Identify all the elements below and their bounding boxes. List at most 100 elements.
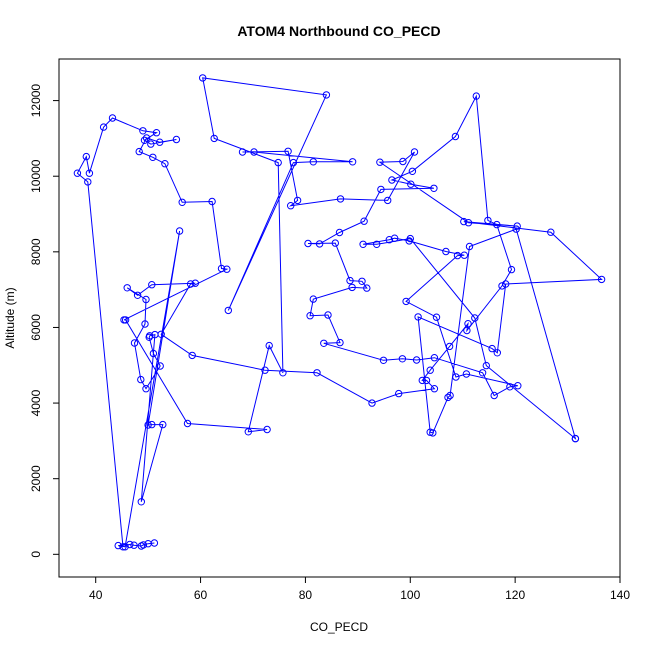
data-point bbox=[514, 382, 522, 390]
data-point bbox=[142, 385, 150, 393]
data-point bbox=[309, 158, 317, 166]
data-point bbox=[199, 74, 207, 82]
data-point bbox=[493, 349, 501, 357]
data-point bbox=[126, 540, 134, 549]
x-tick-label: 140 bbox=[610, 588, 630, 602]
data-point bbox=[451, 132, 460, 141]
x-tick-label: 100 bbox=[400, 588, 420, 602]
data-point bbox=[274, 158, 282, 167]
data-point bbox=[363, 284, 371, 292]
data-point bbox=[373, 240, 381, 249]
data-point bbox=[142, 295, 150, 304]
data-point bbox=[261, 366, 269, 374]
x-axis: 40 60 80 100 120 140 bbox=[89, 576, 630, 602]
data-point bbox=[359, 240, 367, 249]
data-point bbox=[331, 239, 339, 247]
data-point bbox=[471, 314, 479, 322]
data-point bbox=[482, 361, 490, 370]
data-point bbox=[183, 419, 192, 428]
data-point bbox=[142, 134, 151, 142]
data-point bbox=[385, 236, 393, 244]
data-point bbox=[442, 247, 450, 256]
y-tick-label: 10000 bbox=[29, 159, 43, 193]
data-point bbox=[238, 148, 247, 156]
data-point bbox=[123, 284, 131, 292]
data-point bbox=[597, 275, 606, 284]
data-point bbox=[139, 127, 147, 135]
data-point bbox=[388, 176, 396, 184]
data-point bbox=[320, 339, 328, 347]
data-point bbox=[464, 320, 472, 328]
y-tick-label: 2000 bbox=[29, 465, 43, 492]
data-point bbox=[422, 376, 431, 385]
data-point bbox=[402, 297, 410, 306]
data-point bbox=[426, 366, 434, 374]
data-point bbox=[315, 240, 324, 248]
data-point bbox=[137, 375, 145, 384]
x-tick-label: 80 bbox=[299, 588, 313, 602]
data-point bbox=[309, 295, 317, 303]
data-point bbox=[430, 184, 438, 193]
data-point bbox=[484, 216, 492, 225]
data-point bbox=[395, 389, 403, 398]
data-point bbox=[156, 362, 164, 370]
data-point bbox=[191, 279, 200, 287]
x-axis-label: CO_PECD bbox=[310, 620, 368, 634]
data-point bbox=[463, 326, 471, 335]
data-point bbox=[571, 434, 580, 443]
data-point bbox=[130, 541, 138, 549]
x-tick-label: 120 bbox=[505, 588, 525, 602]
data-point bbox=[151, 330, 159, 339]
data-point bbox=[130, 339, 139, 347]
data-point bbox=[348, 158, 357, 166]
data-point bbox=[405, 237, 413, 245]
data-point bbox=[322, 91, 331, 99]
data-point bbox=[148, 420, 156, 429]
data-point bbox=[224, 306, 233, 315]
y-tick-label: 4000 bbox=[29, 389, 43, 416]
data-point bbox=[159, 420, 167, 429]
data-point bbox=[146, 332, 154, 340]
data-point bbox=[114, 541, 122, 550]
y-tick-label: 8000 bbox=[29, 238, 43, 265]
data-point bbox=[360, 217, 368, 225]
data-point bbox=[217, 264, 226, 273]
chart-title: ATOM4 Northbound CO_PECD bbox=[237, 23, 440, 39]
data-point bbox=[490, 391, 498, 400]
data-point bbox=[108, 114, 117, 122]
data-point bbox=[210, 134, 218, 143]
data-point bbox=[358, 277, 366, 285]
data-point bbox=[465, 242, 474, 251]
data-point bbox=[346, 276, 354, 285]
data-point bbox=[84, 178, 92, 186]
data-point bbox=[412, 356, 421, 364]
data-point bbox=[152, 129, 161, 137]
data-point bbox=[444, 393, 452, 402]
data-point bbox=[453, 251, 462, 260]
x-tick-label: 60 bbox=[194, 588, 208, 602]
data-point bbox=[429, 429, 437, 437]
data-point bbox=[446, 391, 454, 400]
data-point bbox=[410, 148, 419, 156]
data-point bbox=[137, 498, 146, 506]
y-axis: 0 2000 4000 6000 8000 10000 12000 bbox=[29, 84, 60, 558]
data-point bbox=[336, 338, 344, 347]
data-point bbox=[148, 281, 156, 289]
data-point bbox=[149, 349, 158, 358]
data-point bbox=[313, 369, 321, 377]
data-point bbox=[506, 383, 514, 391]
series-line bbox=[76, 77, 603, 548]
data-point bbox=[244, 428, 253, 436]
data-point bbox=[430, 385, 439, 393]
data-point bbox=[398, 355, 407, 363]
data-point bbox=[172, 135, 181, 144]
data-point bbox=[175, 227, 184, 235]
data-point bbox=[149, 153, 157, 162]
data-point bbox=[368, 399, 376, 407]
data-point bbox=[488, 344, 496, 353]
data-point bbox=[348, 283, 356, 292]
data-point bbox=[188, 351, 196, 360]
series-layer bbox=[73, 74, 606, 551]
